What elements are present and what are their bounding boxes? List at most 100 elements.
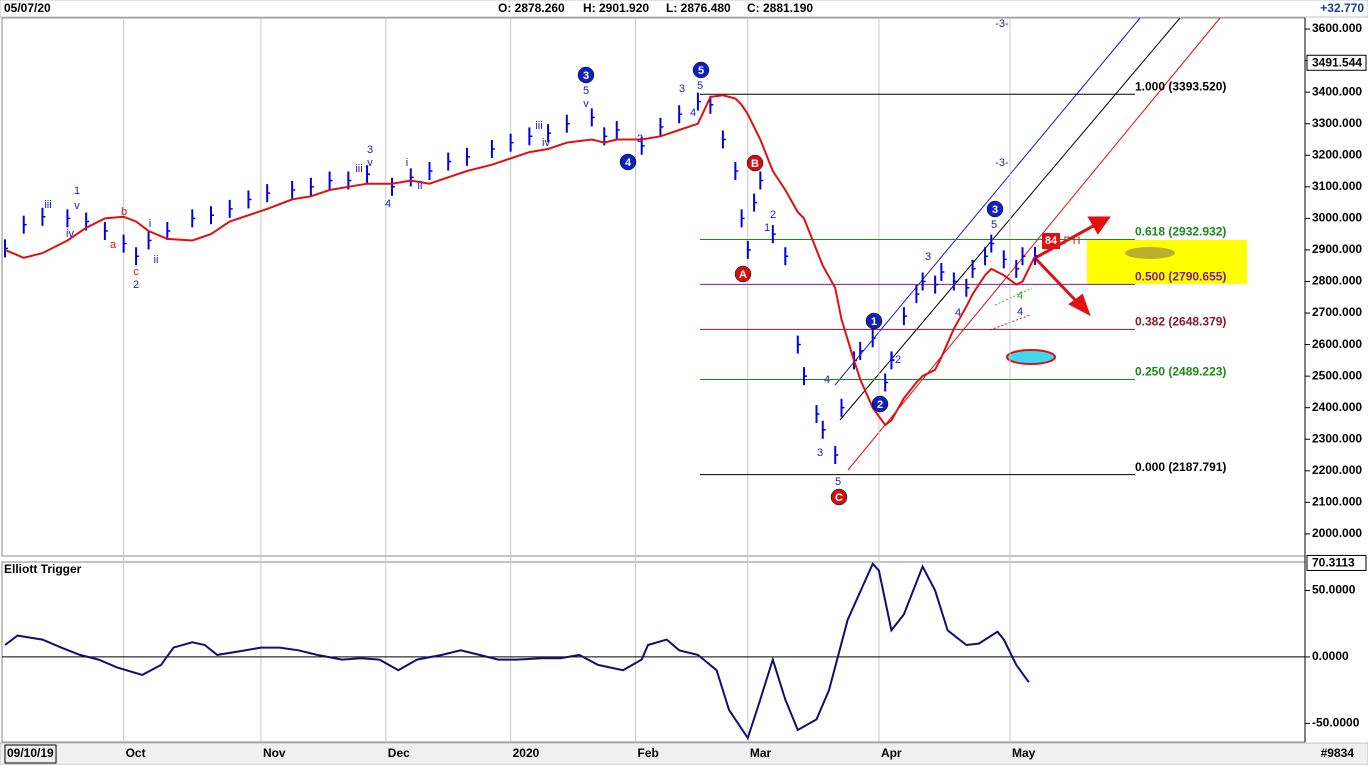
y-tick-label: 3300.000: [1312, 116, 1362, 130]
price-bar: [22, 215, 27, 234]
wave-label: 1: [871, 316, 877, 328]
y-tick-label: 2400.000: [1312, 400, 1362, 414]
wave-label: 2: [637, 133, 643, 145]
wave-label: 5: [991, 219, 997, 231]
price-bar: [971, 259, 976, 278]
wave-circle: [746, 154, 764, 172]
wave-label: a: [110, 239, 117, 251]
wave-label: -3-: [995, 18, 1009, 30]
wave-label: 3: [679, 83, 685, 95]
wave-label: B: [751, 158, 759, 170]
header-low: L: 2876.480: [666, 1, 731, 15]
wave-circle: [692, 61, 710, 79]
price-bar: [678, 105, 683, 124]
price-bar: [309, 177, 314, 196]
price-bar: [1015, 259, 1020, 278]
header-open: O: 2878.260: [498, 1, 565, 15]
wave-label: 3: [992, 204, 998, 216]
x-tick-label: 2020: [513, 746, 540, 760]
wave-label: PTI: [1063, 235, 1080, 247]
wave-label: b: [121, 206, 127, 218]
price-bar: [784, 247, 789, 266]
wave-label: iii: [535, 120, 542, 132]
price-bar: [41, 207, 46, 226]
fib-label: 0.250 (2489.223): [1135, 365, 1226, 379]
wave-circle: [734, 265, 752, 283]
price-bar: [915, 285, 920, 304]
y-tick-label: 2100.000: [1312, 495, 1362, 509]
price-bar: [940, 263, 945, 282]
footer-id: #9834: [1321, 746, 1355, 760]
price-bar: [4, 239, 8, 258]
price-bar: [166, 221, 171, 240]
panel-title: Elliott Trigger: [4, 562, 82, 576]
price-bar: [1034, 246, 1038, 265]
header-bar: [0, 0, 1368, 18]
price-bar: [834, 446, 839, 465]
wave-label: iii: [355, 163, 362, 175]
fib-label: 0.000 (2187.791): [1135, 460, 1226, 474]
price-tag-box: [1306, 54, 1367, 71]
y-tick-label: 3000.000: [1312, 211, 1362, 225]
price-bar: [266, 184, 271, 203]
channel-line: [847, 17, 1221, 471]
y-tick-label: -50.0000: [1312, 716, 1360, 730]
wave-label: iv: [542, 137, 550, 149]
wave-label: ii: [154, 254, 159, 266]
price-bar: [528, 127, 533, 146]
price-bar: [135, 247, 140, 266]
price-bar: [965, 278, 970, 297]
price-bar: [66, 209, 71, 228]
price-bar: [990, 234, 995, 253]
wave-label: 4: [385, 198, 391, 210]
price-bar: [122, 234, 127, 253]
wave-label: v: [74, 200, 80, 212]
wave-label: 1: [74, 185, 80, 197]
y-tick-label: 3100.000: [1312, 179, 1362, 193]
header-high: H: 2901.920: [583, 1, 649, 15]
price-bar: [803, 367, 808, 386]
price-bar: [1002, 250, 1007, 269]
wave-label: 84: [1045, 235, 1058, 247]
wave-circle: [577, 66, 595, 84]
header-change: +32.770: [1320, 1, 1364, 15]
wave-circle: [619, 153, 637, 171]
x-tick-label: Dec: [388, 746, 410, 760]
price-bar: [328, 171, 333, 190]
wave-label: v: [367, 157, 373, 169]
price-bar: [428, 162, 433, 181]
projection: [994, 287, 1033, 306]
price-bar: [590, 108, 595, 127]
wave-label: 1: [889, 351, 895, 363]
y-tick-label: 2300.000: [1312, 431, 1362, 445]
wave-circle: [830, 488, 848, 506]
price-bar: [228, 199, 233, 218]
x-tick-label: 09/10/19: [7, 746, 54, 760]
y-tick-label: 3200.000: [1312, 147, 1362, 161]
price-bar: [840, 398, 845, 417]
price-bar: [815, 405, 820, 424]
fib-label: 0.500 (2790.655): [1135, 270, 1226, 284]
date-axis: [0, 742, 1368, 765]
x-tick-label: Apr: [881, 746, 902, 760]
wave-label: 4: [955, 307, 961, 319]
wave-label: A: [739, 269, 747, 281]
y-tick-label: 2900.000: [1312, 242, 1362, 256]
price-bar: [746, 240, 751, 259]
wave-label: 4: [1017, 290, 1023, 302]
x-tick-label: Nov: [263, 746, 286, 760]
wave-label: 3: [583, 70, 589, 82]
wave-label: 2: [770, 209, 776, 221]
price-bar: [366, 165, 371, 184]
fib-label: 0.382 (2648.379): [1135, 314, 1226, 328]
x-tick-label: Oct: [126, 746, 146, 760]
price-bar: [447, 152, 452, 171]
price-bar: [191, 209, 196, 228]
wave-label: 3: [817, 447, 823, 459]
y-tick-label: 2000.000: [1312, 526, 1362, 540]
price-bar: [210, 206, 214, 225]
wave-label: i: [149, 218, 151, 230]
price-bar: [871, 329, 876, 348]
price-tag: 3491.544: [1312, 55, 1362, 69]
